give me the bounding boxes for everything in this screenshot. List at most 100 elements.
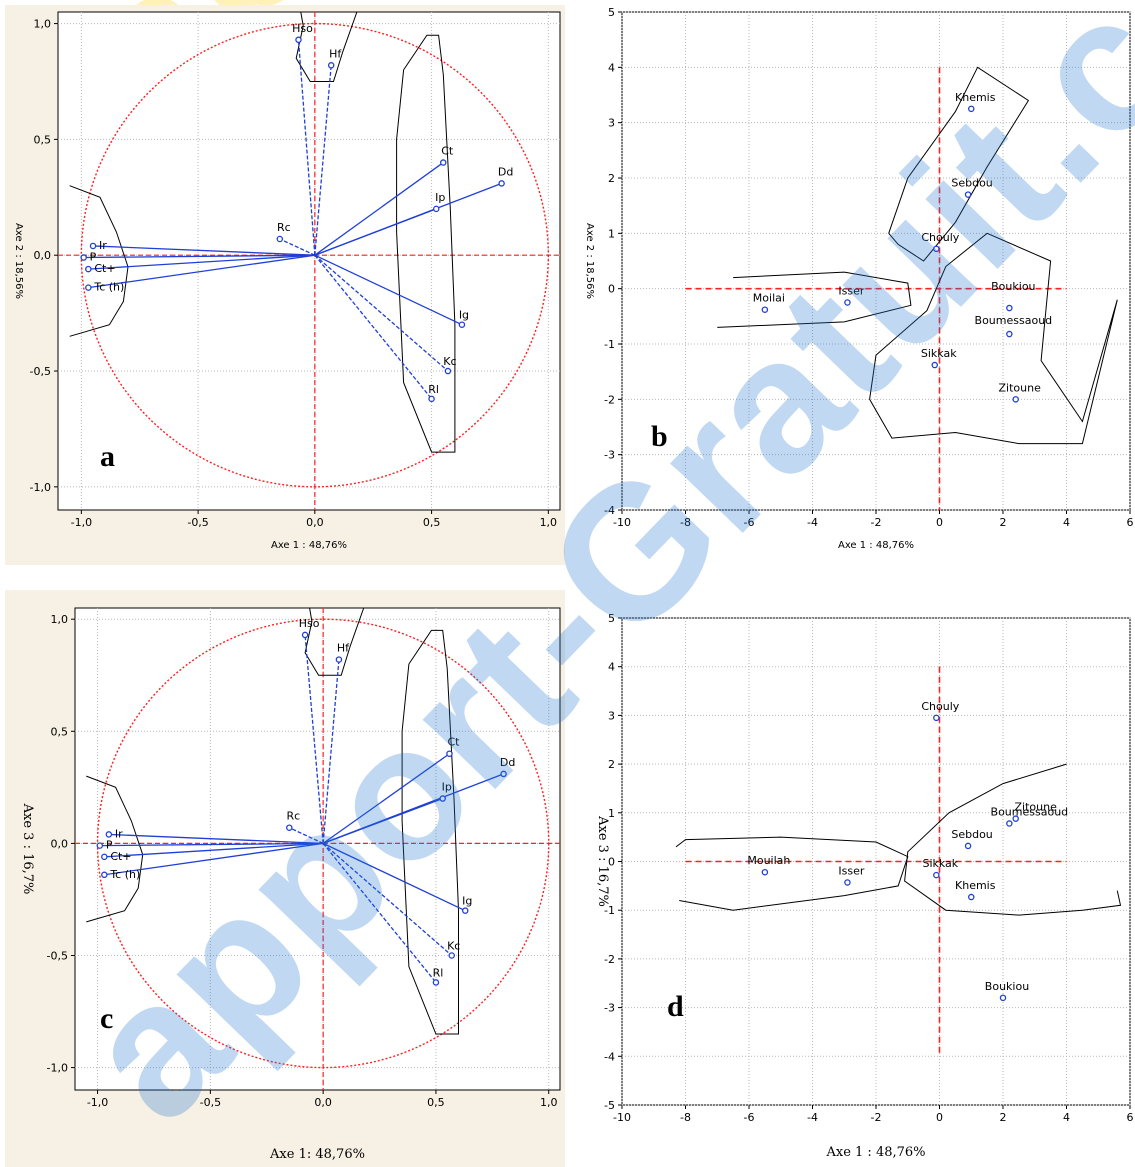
chart-d: -10 -8 -6 -4 -2 0 2 4 6 5 4 3 2 1 0 -1 -2 -3 -4 -5 Chouly Zit…: [575, 590, 1135, 1167]
point-label-Rc: Rc: [277, 221, 291, 234]
point-marker-P: [96, 842, 104, 849]
y-tick-label: -4: [604, 504, 615, 517]
y-tick-label: 0,5: [51, 725, 69, 738]
x-tick-label: -1,0: [87, 1096, 108, 1109]
point-marker-Isser: [844, 299, 851, 306]
x-tick-label: -2: [871, 1111, 882, 1124]
point-label-Boumessaoud: Boumessaoud: [975, 314, 1053, 327]
x-tick-label: 0: [936, 516, 943, 529]
point-marker-Boukiou: [1006, 304, 1013, 312]
point-label-Rl: Rl: [428, 383, 439, 396]
point-label-Ct: Ct: [441, 145, 454, 158]
point-marker-Ig: [458, 321, 466, 328]
x-tick-label: 6: [1127, 516, 1134, 529]
y-tick-label: -5: [604, 1099, 615, 1112]
point-marker-Ct: [446, 750, 453, 757]
point-marker-Boumessaoud: [1006, 820, 1013, 827]
y-tick-label: 4: [608, 661, 615, 674]
panel-c-correlation-circle: -1,0 -0,5 0,0 0,5 1,0 1,0 0,5 0,0 -0,5 -1,0 Hso Hf C…: [0, 590, 575, 1167]
y-tick-label: 0,0: [51, 837, 69, 850]
point-marker-P: [80, 254, 87, 261]
point-label-Sebdou: Sebdou: [951, 828, 992, 841]
x-tick-label: -4: [807, 1111, 818, 1124]
point-label-Ct: Ct: [447, 736, 460, 749]
x-tick-label: -6: [744, 1111, 755, 1124]
point-marker-Rc: [286, 824, 293, 831]
y-axis-title: Axe 2 : 18,56%: [584, 223, 595, 299]
vector-Hso: [304, 634, 324, 844]
group-outline-1: [675, 836, 909, 911]
vector-Hf: [314, 65, 332, 256]
point-marker-Rc: [276, 235, 284, 243]
point-label-Ir: Ir: [115, 827, 123, 840]
point-label-Chouly: Chouly: [921, 700, 959, 713]
y-tick-label: 2: [608, 172, 615, 185]
point-label-Mouilah: Mouilah: [747, 854, 790, 867]
x-tick-label: 4: [1063, 516, 1070, 529]
point-label-Ig: Ig: [462, 895, 472, 908]
point-label-Boukiou: Boukiou: [985, 980, 1029, 993]
y-tick-label: 0,5: [34, 133, 52, 146]
group-outline-2: [888, 66, 1030, 262]
panel-letter-d: d: [667, 990, 684, 1023]
point-marker-Ip: [433, 205, 440, 213]
x-tick-label: 1,0: [540, 1096, 558, 1109]
x-tick-label: 2: [1000, 516, 1007, 529]
point-marker-Zitoune: [1012, 815, 1019, 822]
y-tick-label: 3: [608, 709, 615, 722]
point-label-Ct+: Ct+: [110, 850, 131, 863]
y-tick-label: 4: [608, 61, 615, 74]
plot-area: [57, 11, 561, 511]
x-axis-title: Axe 1 : 48,76%: [825, 1145, 925, 1160]
point-label-P: P: [90, 251, 97, 264]
point-marker-Dd: [500, 770, 507, 778]
point-label-Sebdou: Sebdou: [951, 177, 992, 190]
y-tick-label: 0: [608, 283, 615, 296]
chart-c: -1,0 -0,5 0,0 0,5 1,0 1,0 0,5 0,0 -0,5 -1,0 Hso Hf C…: [5, 590, 565, 1167]
point-label-Rc: Rc: [286, 810, 300, 823]
point-marker-Khemis: [967, 893, 975, 901]
point-label-Hf: Hf: [337, 642, 350, 655]
point-label-Rl: Rl: [433, 966, 444, 979]
y-tick-label: -4: [604, 1050, 615, 1063]
point-marker-Hso: [295, 36, 302, 44]
vector-Ct: [322, 753, 450, 844]
y-axis-title: Axe 3 : 16,7%: [595, 815, 610, 907]
x-tick-label: -0,5: [187, 516, 208, 529]
point-label-Dd: Dd: [500, 756, 515, 769]
y-tick-label: -3: [604, 449, 615, 462]
x-tick-label: -10: [613, 516, 631, 529]
y-tick-label: -2: [604, 393, 615, 406]
point-marker-Boumessaoud: [1006, 330, 1013, 338]
vector-Ct: [314, 162, 444, 256]
vector-Ir: [108, 833, 324, 845]
point-label-Ip: Ip: [435, 191, 445, 204]
vector-Kc: [322, 842, 453, 956]
y-tick-label: -1: [604, 338, 615, 351]
x-tick-label: -4: [807, 516, 818, 529]
point-marker-Khemis: [967, 105, 975, 113]
point-label-Hso: Hso: [292, 22, 313, 35]
vector-Hso: [297, 39, 316, 256]
x-tick-label: 0,0: [314, 1096, 332, 1109]
point-marker-Kc: [444, 367, 452, 375]
point-label-Sikkak: Sikkak: [922, 857, 958, 870]
point-marker-Isser: [844, 879, 851, 886]
x-tick-label: 0,5: [423, 516, 441, 529]
x-tick-label: -8: [680, 516, 691, 529]
y-tick-label: -0,5: [30, 365, 51, 378]
y-tick-label: 3: [608, 117, 615, 130]
vector-Rc: [279, 238, 316, 256]
point-marker-Chouly: [933, 245, 940, 253]
vector-Hf: [322, 659, 340, 844]
point-marker-Sikkak: [933, 871, 940, 879]
x-tick-label: 2: [1000, 1111, 1007, 1124]
point-marker-Ct+: [101, 853, 108, 861]
vector-Rl: [314, 254, 433, 400]
x-tick-label: -1,0: [71, 516, 92, 529]
point-label-Tc (h): Tc (h): [93, 281, 124, 294]
group-outline-3: [869, 232, 1118, 445]
point-label-Hso: Hso: [299, 617, 320, 630]
point-marker-Dd: [498, 180, 505, 187]
x-tick-label: -10: [613, 1111, 631, 1124]
